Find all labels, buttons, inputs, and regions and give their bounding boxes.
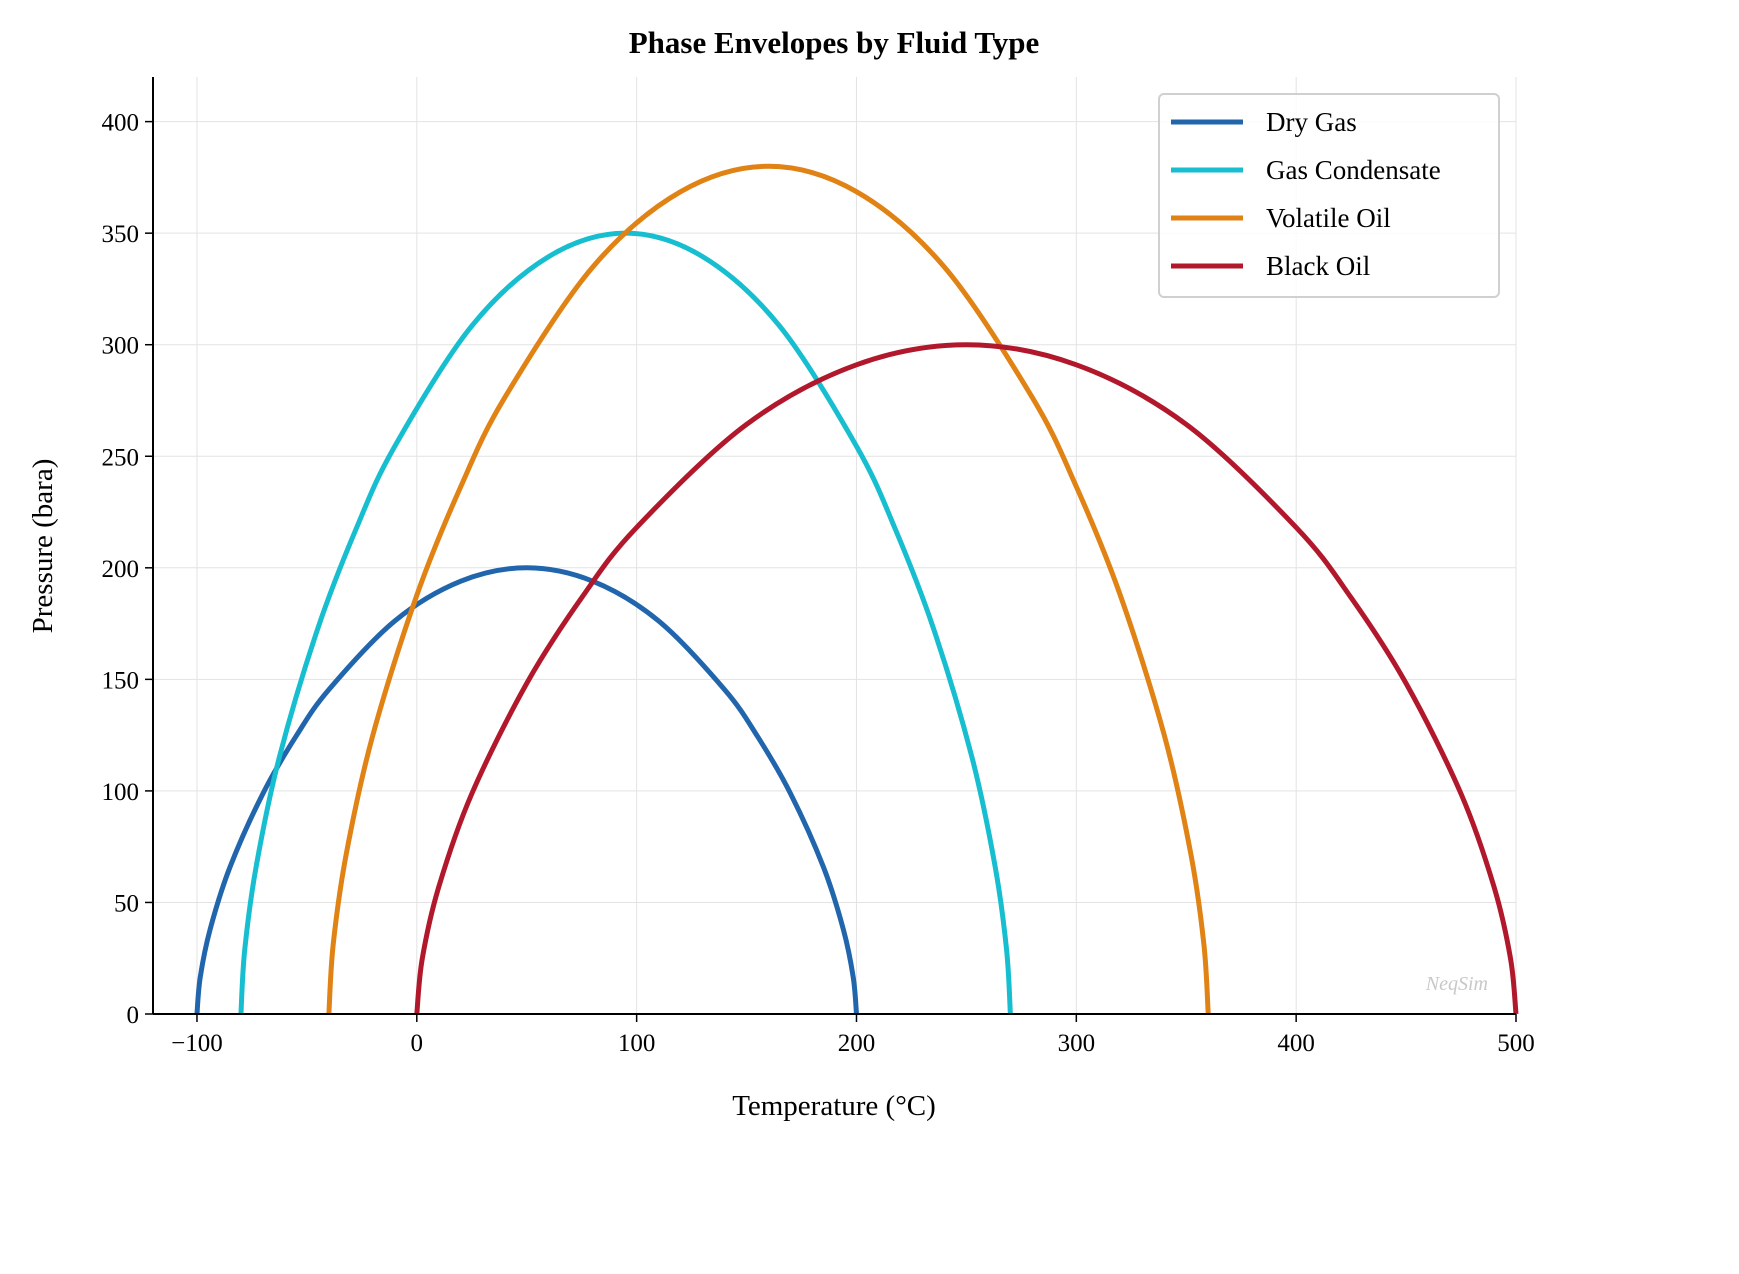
y-tick-label: 350: [102, 221, 140, 248]
y-tick-label: 50: [114, 890, 139, 917]
x-tick-label: 400: [1277, 1030, 1315, 1057]
legend-label: Dry Gas: [1266, 107, 1357, 137]
y-tick-label: 150: [102, 667, 140, 694]
x-tick-label: 100: [618, 1030, 656, 1057]
y-tick-label: 400: [102, 110, 140, 137]
series-line-dry-gas: [194, 565, 859, 1015]
x-tick-label: 300: [1058, 1030, 1096, 1057]
y-tick-label: 100: [102, 779, 140, 806]
y-tick-label: 250: [102, 444, 140, 471]
series-lines: [194, 163, 1519, 1015]
legend-label: Gas Condensate: [1266, 155, 1441, 185]
series-line-gas-condensate: [238, 230, 1013, 1015]
legend-label: Volatile Oil: [1266, 203, 1391, 233]
legend-box: [1158, 93, 1500, 298]
axes: −100 0 100 200 300 400 500 0 50 100 150 200 250 300 35…: [102, 77, 1535, 1057]
x-tick-label: 500: [1497, 1030, 1535, 1057]
legend: Dry Gas Gas Condensate Volatile Oil Black O…: [1158, 93, 1500, 298]
y-axis-label: Pressure (bara): [27, 459, 59, 634]
series-line-volatile-oil: [326, 163, 1211, 1015]
x-tick-label: 0: [411, 1030, 424, 1057]
watermark: NeqSim: [1425, 973, 1488, 995]
y-tick-label: 0: [127, 1002, 140, 1029]
x-tick-label: −100: [171, 1030, 223, 1057]
legend-label: Black Oil: [1266, 251, 1370, 281]
chart-title: Phase Envelopes by Fluid Type: [629, 25, 1040, 60]
y-tick-label: 200: [102, 556, 140, 583]
y-tick-label: 300: [102, 333, 140, 360]
series-line-black-oil: [414, 342, 1519, 1015]
x-tick-label: 200: [838, 1030, 876, 1057]
x-axis-label: Temperature (°C): [732, 1090, 936, 1122]
